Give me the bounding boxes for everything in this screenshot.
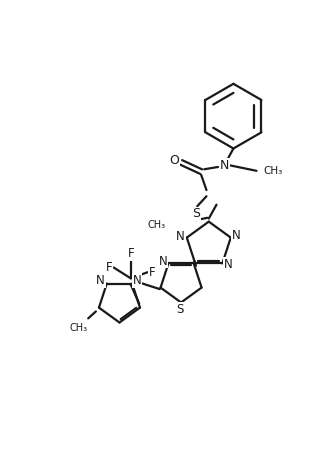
Text: O: O bbox=[169, 154, 179, 166]
Text: CH₃: CH₃ bbox=[70, 324, 88, 333]
Text: N: N bbox=[232, 229, 240, 242]
Text: CH₃: CH₃ bbox=[264, 166, 283, 176]
Text: F: F bbox=[149, 266, 156, 279]
Text: S: S bbox=[176, 303, 183, 316]
Text: N: N bbox=[176, 230, 185, 243]
Text: S: S bbox=[193, 207, 201, 220]
Text: N: N bbox=[159, 254, 167, 268]
Text: N: N bbox=[224, 258, 233, 271]
Text: F: F bbox=[106, 261, 112, 274]
Text: N: N bbox=[132, 274, 141, 287]
Text: CH₃: CH₃ bbox=[148, 220, 166, 230]
Text: N: N bbox=[220, 159, 229, 172]
Text: F: F bbox=[127, 247, 134, 260]
Text: N: N bbox=[96, 274, 105, 287]
